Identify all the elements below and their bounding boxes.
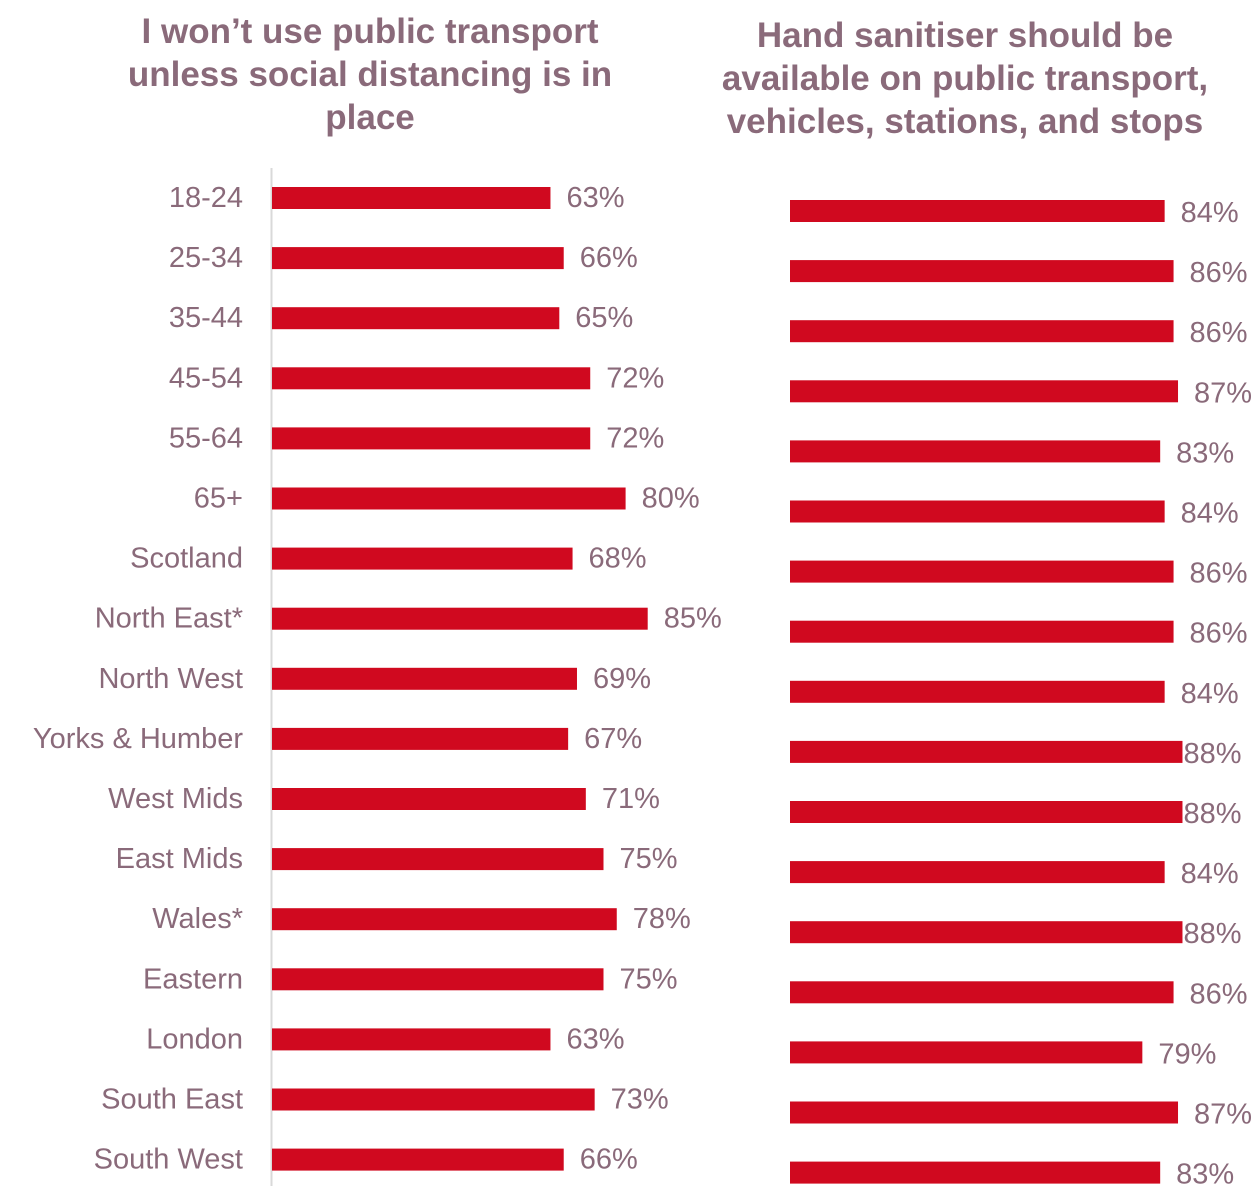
right-value-label: 86% [1190, 257, 1248, 289]
right-value-label: 84% [1181, 678, 1239, 710]
category-label: South West [94, 1144, 243, 1176]
right-value-label: 87% [1194, 377, 1252, 409]
left-value-label: 65% [575, 302, 633, 334]
left-chart-title: I won’t use public transport unless soci… [127, 12, 613, 137]
category-label: 18-24 [169, 182, 243, 214]
right-bar [790, 1101, 1179, 1124]
left-value-label: 71% [602, 783, 660, 815]
right-value-label: 79% [1158, 1038, 1216, 1070]
category-label: 45-54 [169, 362, 243, 394]
right-value-label: 88% [1183, 798, 1241, 830]
right-bar [790, 500, 1165, 523]
right-value-label: 86% [1190, 618, 1248, 650]
left-bar [272, 427, 591, 450]
left-value-label: 78% [633, 903, 691, 935]
left-bar [272, 968, 604, 991]
left-value-label: 72% [606, 362, 664, 394]
left-value-label: 68% [589, 543, 647, 575]
category-label: 35-44 [169, 302, 243, 334]
right-value-label: 86% [1190, 317, 1248, 349]
left-value-label: 85% [664, 603, 722, 635]
left-value-label: 75% [620, 843, 678, 875]
left-bar [272, 1088, 595, 1111]
right-value-label: 88% [1183, 918, 1241, 950]
category-label: Yorks & Humber [33, 723, 243, 755]
left-bar [272, 667, 577, 690]
category-label: Wales* [152, 903, 243, 935]
category-label: South East [101, 1084, 243, 1116]
category-label: 55-64 [169, 422, 243, 454]
left-value-label: 75% [620, 963, 678, 995]
category-label: 25-34 [169, 242, 243, 274]
left-value-label: 63% [566, 182, 624, 214]
left-value-label: 66% [580, 242, 638, 274]
left-value-label: 73% [611, 1084, 669, 1116]
right-bar [790, 921, 1183, 944]
left-bar [272, 908, 617, 931]
left-value-label: 63% [566, 1023, 624, 1055]
left-bar [272, 727, 569, 750]
category-label: 65+ [194, 483, 243, 515]
right-bar [790, 260, 1174, 283]
category-label: East Mids [116, 843, 243, 875]
category-label: Eastern [143, 963, 243, 995]
left-bar [272, 187, 551, 209]
right-bar [790, 1161, 1161, 1184]
category-label: West Mids [108, 783, 243, 815]
left-bar [272, 848, 604, 871]
right-value-label: 87% [1194, 1099, 1252, 1131]
right-bar [790, 620, 1174, 643]
left-bar [272, 1148, 564, 1171]
left-bar [272, 1028, 551, 1051]
left-value-label: 72% [606, 422, 664, 454]
left-bar [272, 487, 626, 510]
right-bar [790, 861, 1165, 884]
category-label: Scotland [130, 543, 243, 575]
right-value-label: 83% [1176, 437, 1234, 469]
right-bar [790, 440, 1161, 463]
left-value-label: 66% [580, 1144, 638, 1176]
right-value-label: 83% [1176, 1159, 1234, 1186]
left-bar [272, 247, 564, 270]
right-value-label: 86% [1190, 978, 1248, 1010]
right-value-label: 86% [1190, 558, 1248, 590]
right-bar [790, 380, 1179, 403]
right-value-label: 84% [1181, 498, 1239, 530]
right-bar [790, 740, 1183, 763]
right-value-label: 84% [1181, 858, 1239, 890]
right-bar [790, 1041, 1143, 1064]
right-bar [790, 801, 1183, 823]
left-bar [272, 788, 586, 810]
right-bar [790, 560, 1174, 583]
left-value-label: 69% [593, 663, 651, 695]
right-chart-title: Hand sanitiser should be available on pu… [721, 16, 1209, 141]
category-label: North East* [95, 603, 243, 635]
category-label: North West [98, 663, 243, 695]
left-value-label: 67% [584, 723, 642, 755]
category-label: London [146, 1023, 243, 1055]
right-bar [790, 200, 1165, 222]
left-bar [272, 607, 648, 630]
right-value-label: 84% [1181, 197, 1239, 229]
left-bar [272, 547, 573, 570]
left-bar [272, 367, 591, 390]
right-bar [790, 680, 1165, 703]
right-value-label: 88% [1183, 738, 1241, 770]
right-bar [790, 981, 1174, 1004]
right-bar [790, 320, 1174, 343]
left-bar [272, 307, 560, 330]
left-value-label: 80% [642, 483, 700, 515]
